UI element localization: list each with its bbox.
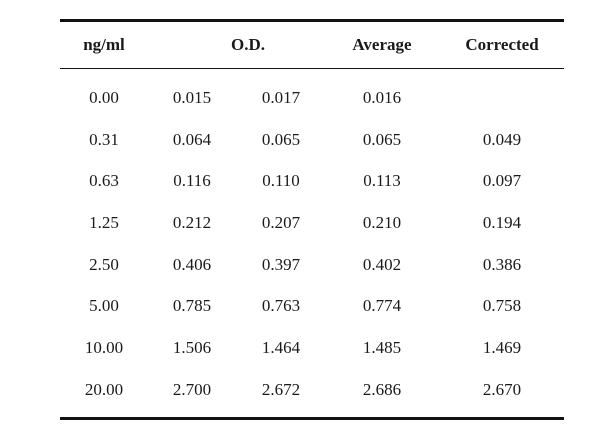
table-row: 10.00 1.506 1.464 1.485 1.469 [60,327,564,369]
cell-concentration: 1.25 [89,212,119,232]
cell-average: 0.402 [362,254,402,274]
cell-od-2: 0.017 [261,87,301,107]
cell-average: 1.485 [362,337,402,357]
cell-concentration: 10.00 [84,337,124,357]
table-bottom-rule [60,416,564,420]
table-row: 1.25 0.212 0.207 0.210 0.194 [60,202,564,244]
cell-concentration: 2.50 [89,254,119,274]
cell-corrected: 0.386 [482,254,522,274]
cell-average: 0.113 [363,171,401,191]
cell-od-2: 0.397 [261,254,301,274]
table-row: 0.31 0.064 0.065 0.065 0.049 [60,119,564,161]
cell-concentration: 20.00 [84,379,124,399]
header-od: O.D. [231,35,265,54]
cell-od-2: 0.763 [261,296,301,316]
table-row: 0.00 0.015 0.017 0.016 [60,77,564,119]
header-corrected: Corrected [465,35,539,54]
table-row: 5.00 0.785 0.763 0.774 0.758 [60,285,564,327]
cell-od-1: 0.015 [172,87,212,107]
cell-od-1: 0.064 [172,129,212,149]
standard-curve-table: ng/ml O.D. Average Corrected 0.00 0.015 … [60,19,564,420]
cell-average: 0.065 [362,129,402,149]
cell-corrected: 2.670 [482,379,522,399]
cell-average: 0.774 [362,296,402,316]
cell-corrected: 1.469 [482,337,522,357]
table-row: 2.50 0.406 0.397 0.402 0.386 [60,244,564,286]
cell-od-1: 2.700 [172,379,212,399]
cell-od-1: 0.116 [173,171,211,191]
cell-od-2: 1.464 [261,337,301,357]
cell-corrected: 0.049 [482,129,522,149]
cell-od-2: 0.207 [261,212,301,232]
cell-concentration: 0.00 [89,87,119,107]
cell-od-1: 0.785 [172,296,212,316]
cell-corrected: 0.097 [482,171,522,191]
cell-concentration: 5.00 [89,296,119,316]
cell-average: 0.210 [362,212,402,232]
header-concentration: ng/ml [83,35,125,54]
table-row: 0.63 0.116 0.110 0.113 0.097 [60,160,564,202]
cell-od-1: 0.406 [172,254,212,274]
cell-od-2: 0.065 [261,129,301,149]
cell-concentration: 0.31 [89,129,119,149]
cell-od-2: 2.672 [261,379,301,399]
table-row: 20.00 2.700 2.672 2.686 2.670 [60,369,564,411]
cell-average: 0.016 [362,87,402,107]
cell-average: 2.686 [362,379,402,399]
header-average: Average [352,35,412,54]
table-top-rule [60,19,564,22]
table-header-row: ng/ml O.D. Average Corrected [60,22,564,68]
cell-od-2: 0.110 [262,171,300,191]
cell-corrected: 0.194 [482,212,522,232]
table-body: 0.00 0.015 0.017 0.016 0.31 0.064 0.065 … [60,69,564,417]
cell-od-1: 0.212 [172,212,212,232]
cell-concentration: 0.63 [89,171,119,191]
cell-od-1: 1.506 [172,337,212,357]
cell-corrected: 0.758 [482,296,522,316]
table-header-rule [60,68,564,69]
